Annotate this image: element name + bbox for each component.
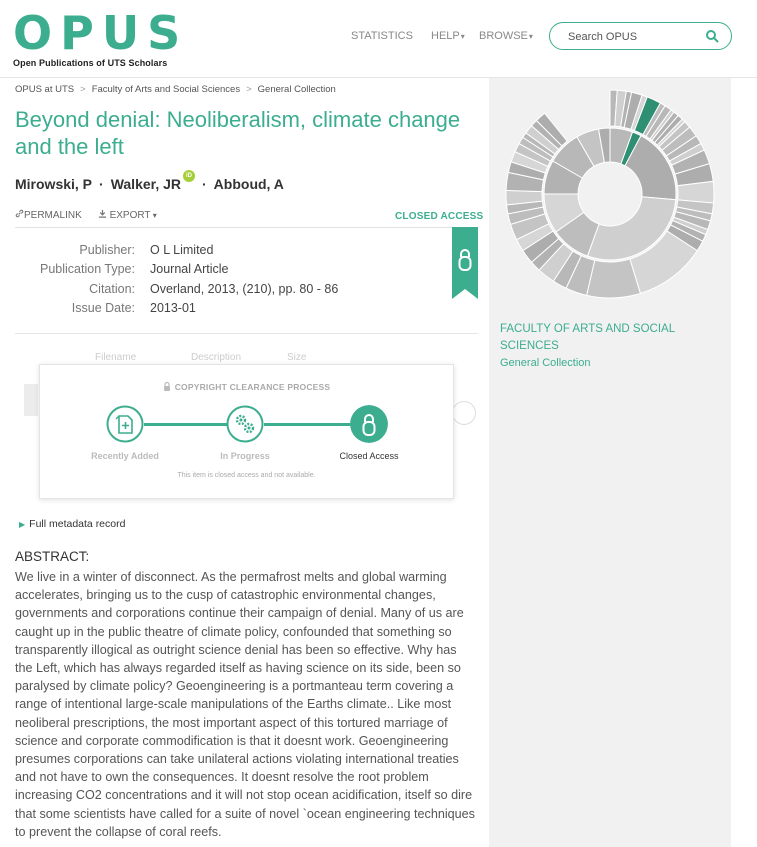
progress-line — [264, 423, 372, 426]
nav-browse[interactable]: BROWSE▾ — [479, 30, 533, 42]
breadcrumb-home[interactable]: OPUS at UTS — [15, 84, 75, 95]
metadata-value: O L Limited — [150, 242, 214, 257]
sidebar-collection-link[interactable]: General Collection — [500, 357, 591, 369]
download-icon — [98, 209, 106, 218]
export-dropdown[interactable]: EXPORT ▾ — [98, 209, 157, 221]
export-label: EXPORT — [109, 210, 151, 221]
caret-down-icon: ▾ — [460, 32, 465, 41]
search-input[interactable] — [568, 29, 698, 45]
metadata-row: Publication Type: Journal Article — [15, 260, 338, 280]
breadcrumb-separator: > — [80, 84, 86, 95]
files-column-description: Description — [191, 352, 242, 363]
nav-statistics[interactable]: STATISTICS — [351, 30, 413, 42]
search-box — [549, 22, 732, 50]
breadcrumb-separator: > — [246, 84, 252, 95]
metadata-row: Publisher: O L Limited — [15, 240, 338, 260]
breadcrumb: OPUS at UTS > Faculty of Arts and Social S… — [15, 84, 336, 95]
metadata-key: Issue Date: — [71, 301, 135, 316]
full-metadata-toggle[interactable]: ▶ Full metadata record — [19, 518, 125, 530]
caret-down-icon: ▾ — [528, 32, 533, 41]
access-status-label: CLOSED ACCESS — [395, 211, 484, 222]
orcid-icon[interactable]: iD — [183, 170, 195, 182]
divider — [15, 333, 478, 334]
breadcrumb-faculty[interactable]: Faculty of Arts and Social Sciences — [91, 84, 241, 95]
metadata-row: Citation: Overland, 2013, (210), pp. 80 -… — [15, 279, 338, 299]
full-metadata-label: Full metadata record — [29, 518, 126, 530]
file-thumbnail — [24, 384, 38, 416]
sunburst-segment[interactable] — [676, 180, 715, 204]
permalink-button[interactable]: PERMALINK — [15, 209, 82, 221]
sunburst-segment[interactable] — [586, 196, 677, 261]
item-actions: PERMALINK EXPORT ▾ — [15, 209, 157, 221]
files-column-filename: Filename — [95, 352, 137, 363]
author-separator: · — [202, 176, 207, 192]
metadata-key: Publication Type: — [40, 262, 135, 277]
caret-down-icon: ▾ — [150, 211, 157, 220]
progress-line — [144, 423, 252, 426]
nav-browse-label: BROWSE — [479, 30, 528, 42]
abstract-text: We live in a winter of disconnect. As th… — [15, 570, 475, 839]
metadata-key: Publisher: — [79, 242, 135, 257]
author-list: Mirowski, P · Walker, JR iD · Abboud, A — [15, 170, 284, 192]
abstract-heading: ABSTRACT: — [15, 549, 90, 564]
step-label-recently-added: Recently Added — [91, 451, 159, 461]
sidebar: FACULTY OF ARTS AND SOCIAL SCIENCES Gene… — [489, 78, 731, 847]
step-label-in-progress: In Progress — [220, 451, 270, 461]
logo-subtitle: Open Publications of UTS Scholars — [13, 58, 168, 68]
copyright-clearance-panel: COPYRIGHT CLEARANCE PROCESS Recently Add… — [39, 364, 454, 499]
triangle-right-icon: ▶ — [19, 520, 26, 529]
search-icon[interactable] — [704, 28, 720, 44]
author-separator: · — [99, 176, 104, 192]
closed-access-ribbon — [452, 227, 478, 299]
sunburst-segment[interactable] — [597, 127, 611, 164]
copyright-heading-text: COPYRIGHT CLEARANCE PROCESS — [174, 382, 331, 392]
metadata-row: Issue Date: 2013-01 — [15, 299, 338, 319]
site-header: OPUS Open Publications of UTS Scholars S… — [0, 0, 757, 78]
permalink-label: PERMALINK — [24, 210, 82, 221]
sunburst-segment[interactable] — [535, 112, 568, 147]
divider — [15, 227, 478, 228]
collection-sunburst-chart[interactable] — [504, 88, 716, 300]
files-column-size: Size — [287, 352, 307, 363]
metadata-table: Publisher: O L Limited Publication Type: J… — [15, 240, 338, 318]
step-label-closed-access: Closed Access — [339, 451, 399, 461]
page-title: Beyond denial: Neoliberalism, climate ch… — [15, 107, 461, 159]
copyright-heading: COPYRIGHT CLEARANCE PROCESS — [40, 381, 453, 392]
gears-icon — [226, 405, 264, 443]
lock-icon — [458, 249, 472, 271]
file-view-button[interactable] — [452, 401, 476, 425]
metadata-value: 2013-01 — [150, 301, 196, 316]
author-link[interactable]: Mirowski, P — [15, 176, 93, 192]
metadata-value: Journal Article — [150, 262, 229, 277]
nav-help-label: HELP — [431, 30, 460, 42]
link-icon — [15, 209, 24, 218]
logo-wordmark: OPUS — [13, 6, 189, 60]
breadcrumb-collection[interactable]: General Collection — [257, 84, 336, 95]
recently-added-step-icon — [106, 405, 144, 443]
metadata-value: Overland, 2013, (210), pp. 80 - 86 — [150, 281, 339, 296]
author-link[interactable]: Walker, JR — [110, 176, 181, 192]
opus-logo[interactable]: OPUS Open Publications of UTS Scholars — [13, 10, 188, 68]
nav-help[interactable]: HELP▾ — [431, 30, 465, 42]
closed-access-step-icon — [350, 405, 388, 443]
lock-icon — [163, 381, 170, 391]
metadata-key: Citation: — [89, 281, 135, 296]
author-link[interactable]: Abboud, A — [213, 176, 284, 192]
nav-statistics-label: STATISTICS — [351, 30, 413, 42]
sidebar-faculty-link[interactable]: FACULTY OF ARTS AND SOCIAL SCIENCES — [500, 323, 675, 352]
copyright-note: This item is closed access and not avail… — [177, 472, 316, 479]
